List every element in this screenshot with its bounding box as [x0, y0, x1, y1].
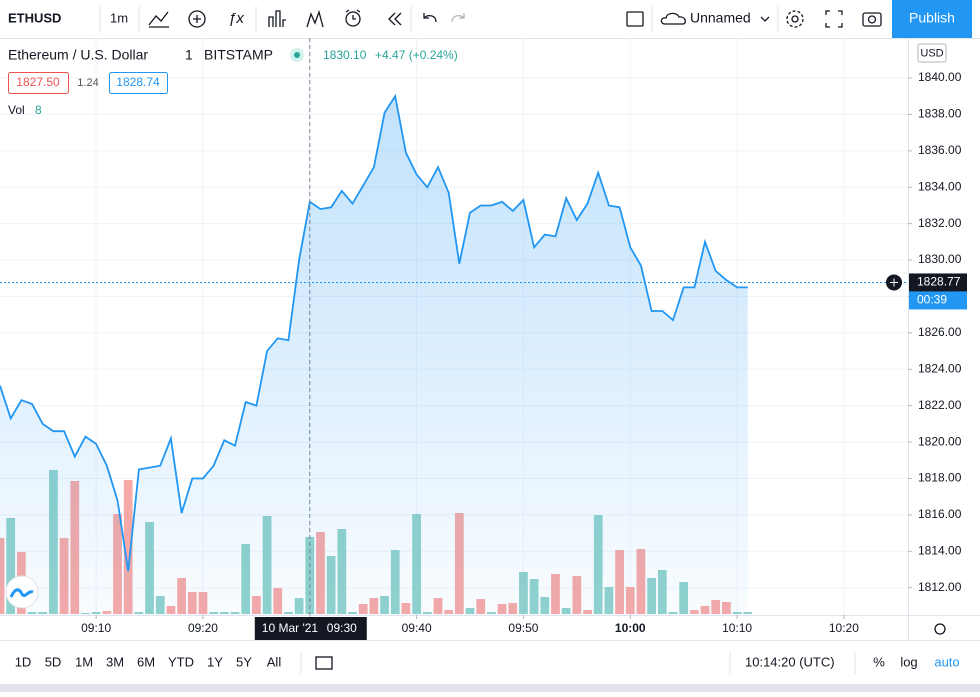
alert-hands — [345, 9, 361, 20]
range-button[interactable]: 1M — [75, 654, 93, 669]
range-button[interactable]: 5Y — [236, 654, 252, 669]
crosshair-label-bg — [254, 617, 367, 640]
compare-icon[interactable] — [306, 9, 324, 28]
log-toggle[interactable]: log — [900, 654, 917, 669]
vol-value: 8 — [35, 103, 42, 117]
spread: 1.24 — [77, 77, 98, 89]
x-tick-label: 09:20 — [188, 621, 218, 635]
countdown-tag — [909, 291, 967, 310]
volume-bar — [123, 480, 133, 614]
legend-interval: 1 — [185, 47, 193, 63]
y-tick-label: 1816.00 — [918, 507, 962, 521]
exchange: BITSTAMP — [204, 47, 273, 63]
y-tick-label: 1832.00 — [918, 216, 962, 230]
x-tick-label: 10:10 — [722, 621, 752, 635]
bottom-bar: 10:14:20 (UTC) % log auto — [0, 640, 980, 692]
fullscreen-icon[interactable] — [825, 10, 843, 28]
fx-icon[interactable]: ƒx — [228, 10, 244, 27]
crosshair-plus — [890, 278, 898, 287]
crosshair-time: 09:30 — [327, 621, 357, 635]
range-button[interactable]: 5D — [45, 654, 62, 669]
y-tick-label: 1820.00 — [918, 434, 962, 448]
y-tick-label: 1826.00 — [918, 325, 962, 339]
range-button[interactable]: 1D — [15, 654, 32, 669]
interval[interactable]: 1m — [110, 10, 128, 25]
range-button[interactable]: 3M — [106, 654, 124, 669]
ask-box — [109, 72, 168, 94]
range-button[interactable]: 1Y — [207, 654, 223, 669]
y-tick-label: 1834.00 — [918, 179, 962, 193]
replay-icon[interactable] — [388, 12, 402, 26]
range-button[interactable]: 6M — [137, 654, 155, 669]
y-tick-label: 1838.00 — [918, 107, 962, 121]
alert-icon[interactable] — [345, 11, 361, 27]
legend-last: 1830.10 — [323, 48, 367, 62]
y-tick-label: 1830.00 — [918, 252, 962, 266]
cloud-icon — [660, 12, 686, 25]
publish-label[interactable]: Publish — [909, 10, 955, 26]
chart-type-icon[interactable] — [148, 11, 169, 28]
redo-icon[interactable] — [451, 13, 465, 23]
range-button[interactable]: YTD — [168, 654, 194, 669]
undo-icon[interactable] — [423, 13, 437, 23]
last-price-tag — [909, 273, 967, 292]
snapshot-icon[interactable] — [862, 12, 882, 27]
x-tick-label: 09:10 — [81, 621, 111, 635]
indicators-icon[interactable] — [188, 10, 206, 28]
legend: Ethereum / U.S. Dollar 1 BITSTAMP 1830.1… — [8, 47, 458, 117]
symbol[interactable]: ETHUSD — [8, 10, 61, 25]
crosshair-date: 10 Mar '21 — [262, 621, 319, 635]
clock[interactable]: 10:14:20 (UTC) — [745, 654, 835, 669]
publish-button[interactable] — [892, 0, 972, 38]
market-dot — [294, 52, 300, 58]
tv-logo-mark — [9, 588, 34, 598]
bid-box — [8, 72, 69, 94]
fullscreen-layout-icon[interactable] — [626, 11, 644, 27]
lens — [867, 15, 877, 24]
y-tick-label: 1840.00 — [918, 70, 962, 84]
instrument-name: Ethereum / U.S. Dollar — [8, 47, 148, 63]
toolbar-bg — [0, 0, 980, 38]
price-area — [0, 96, 748, 615]
x-tick-label: 09:40 — [402, 621, 432, 635]
legend-change: +4.47 (+0.24%) — [375, 48, 458, 62]
auto-toggle[interactable]: auto — [934, 654, 959, 669]
currency: USD — [920, 47, 943, 59]
y-tick-label: 1812.00 — [918, 580, 962, 594]
plus — [193, 15, 201, 23]
range-button[interactable]: All — [267, 654, 282, 669]
y-tick-label: 1836.00 — [918, 143, 962, 157]
y-tick-label: 1814.00 — [918, 543, 962, 557]
countdown: 00:39 — [917, 293, 947, 307]
price-line — [0, 93, 748, 572]
vol-label: Vol — [8, 103, 25, 117]
bid: 1827.50 — [16, 75, 60, 89]
x-tick-label: 10:00 — [615, 621, 646, 635]
x-tick-label: 09:50 — [508, 621, 538, 635]
top-toolbar: ETHUSD 1m ƒx Unnamed Publish — [0, 0, 980, 39]
dropdown-caret[interactable] — [760, 16, 770, 22]
ask: 1828.74 — [116, 75, 160, 89]
date-range-icon[interactable] — [315, 656, 333, 670]
templates-icon[interactable] — [268, 10, 286, 27]
currency-box — [917, 43, 947, 63]
percent-toggle[interactable]: % — [873, 654, 885, 669]
last-price-label: 1828.77 — [917, 275, 961, 289]
y-tick-label: 1824.00 — [918, 361, 962, 375]
plot-area — [0, 38, 908, 615]
x-tick-label: 10:20 — [829, 621, 859, 635]
y-tick-label: 1818.00 — [918, 471, 962, 485]
settings-core — [791, 15, 799, 23]
layout-name[interactable]: Unnamed — [690, 10, 751, 26]
y-tick-label: 1822.00 — [918, 398, 962, 412]
axis-settings-icon[interactable] — [934, 623, 946, 635]
panel-edge — [0, 684, 980, 692]
settings-icon[interactable] — [786, 10, 804, 28]
